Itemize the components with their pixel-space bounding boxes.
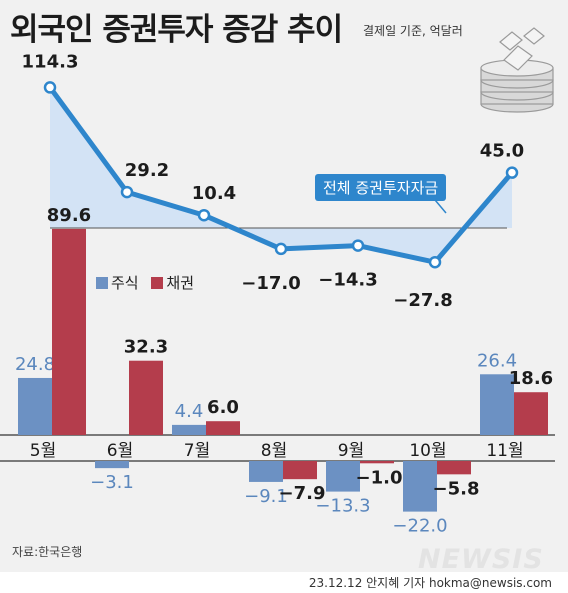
total-value-label: −14.3 — [318, 270, 378, 291]
bond-value-label: −7.9 — [279, 483, 326, 504]
total-value-label: −27.8 — [393, 290, 453, 311]
credit-line: 23.12.12 안지혜 기자 hokma@newsis.com — [308, 576, 552, 590]
stock-value-label: −13.3 — [315, 496, 370, 517]
stock-value-label: −22.0 — [392, 516, 447, 537]
source-note: 자료:한국은행 — [12, 545, 83, 559]
legend: 주식 채권 — [96, 272, 194, 293]
stock-bar — [249, 461, 283, 482]
legend-swatch-stock — [96, 277, 108, 289]
stock-bar — [326, 461, 360, 492]
stock-bar — [172, 424, 206, 435]
total-area-fill — [50, 87, 512, 263]
total-point — [43, 81, 57, 94]
chart-subtitle: 결제일 기준, 억달러 — [363, 24, 463, 38]
total-point — [351, 239, 365, 252]
x-tick-label: 5월 — [30, 441, 56, 461]
total-point — [505, 166, 519, 179]
legend-label-stock: 주식 — [111, 274, 139, 292]
x-tick-label: 11월 — [486, 441, 523, 461]
bond-bar — [206, 421, 240, 435]
total-point — [120, 185, 134, 199]
bond-bar — [52, 228, 86, 435]
chart-title: 외국인 증권투자 증감 추이 — [10, 12, 343, 48]
total-point — [274, 242, 288, 256]
bond-value-label: 32.3 — [124, 337, 168, 358]
stock-value-label: −3.1 — [90, 472, 134, 493]
stock-bar — [480, 374, 514, 435]
stock-value-label: −9.1 — [244, 486, 288, 507]
stock-value-label: 26.4 — [477, 350, 517, 371]
bond-bar — [514, 392, 548, 435]
bond-value-label: −1.0 — [356, 467, 403, 488]
bond-value-label: −5.8 — [433, 478, 480, 499]
x-tick-label: 9월 — [338, 441, 364, 461]
total-value-label: 45.0 — [480, 141, 524, 162]
total-value-label: −17.0 — [241, 273, 301, 294]
x-tick-label: 7월 — [184, 441, 210, 461]
x-tick-label: 6월 — [107, 441, 133, 461]
total-value-label: 29.2 — [125, 160, 169, 181]
legend-swatch-bond — [151, 277, 164, 289]
x-tick-label: 10월 — [409, 441, 446, 461]
bond-bar — [360, 461, 394, 464]
stock-bar — [18, 377, 52, 435]
newsis-watermark: NEWSIS — [418, 544, 544, 575]
bond-bar — [437, 461, 471, 475]
footer: 23.12.12 안지혜 기자 hokma@newsis.com — [0, 572, 568, 593]
bond-bar — [129, 360, 163, 435]
money-stack-icon — [480, 27, 554, 113]
stock-value-label: 24.8 — [15, 354, 55, 375]
total-point — [428, 255, 442, 269]
bond-value-label: 6.0 — [207, 397, 239, 418]
total-series-label: 전체 증권투자자금 — [315, 174, 447, 201]
x-tick-label: 8월 — [261, 441, 287, 461]
stock-value-label: 4.4 — [175, 401, 204, 422]
legend-label-bond: 채권 — [166, 274, 194, 292]
bond-bar — [283, 461, 317, 480]
total-value-label: 10.4 — [192, 183, 236, 204]
total-point — [197, 208, 211, 222]
total-value-label: 114.3 — [22, 51, 79, 72]
stock-bar — [95, 461, 129, 469]
bond-value-label: 18.6 — [509, 368, 553, 389]
stock-bar — [403, 461, 437, 512]
bond-value-label: 89.6 — [47, 205, 91, 226]
